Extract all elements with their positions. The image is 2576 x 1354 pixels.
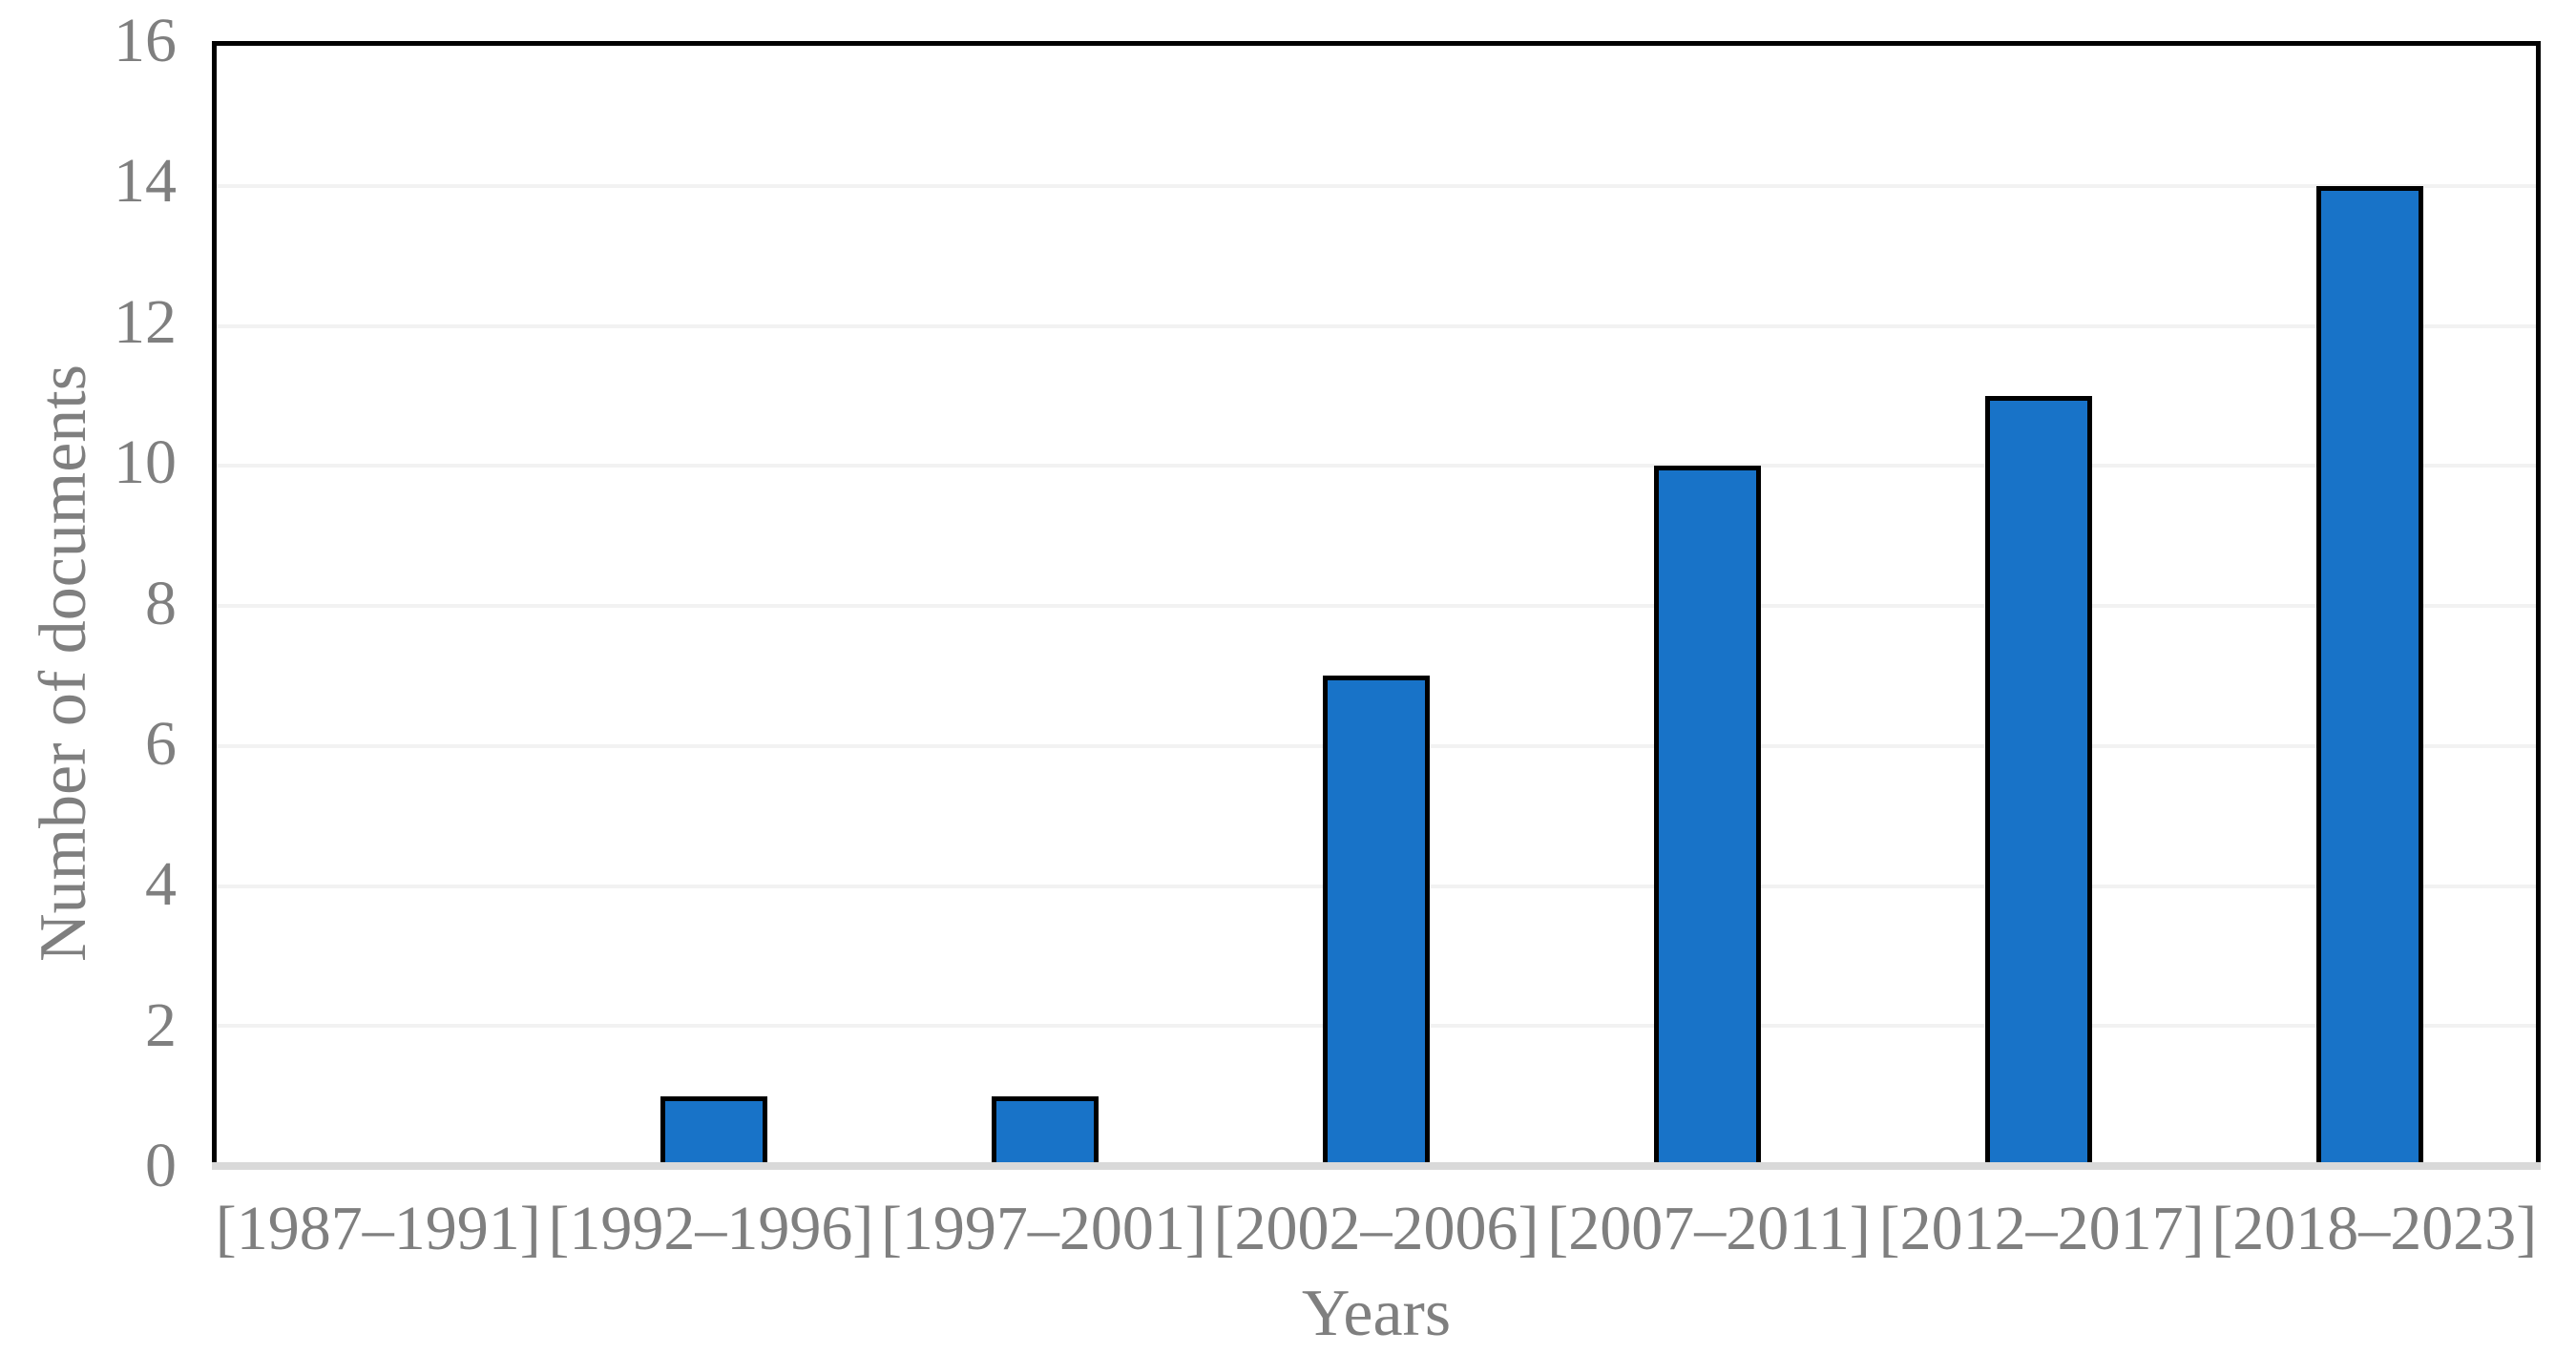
y-tick-label-14: 14 bbox=[114, 146, 177, 217]
gridline-8 bbox=[217, 604, 2536, 608]
x-tick-label-2018-2023: [2018–2023] bbox=[2211, 1194, 2538, 1263]
bar-1997-2001 bbox=[991, 1095, 1099, 1166]
gridline-14 bbox=[217, 183, 2536, 188]
y-tick-label-10: 10 bbox=[114, 427, 177, 498]
x-tick-label-2002-2006: [2002–2006] bbox=[1213, 1194, 1539, 1263]
y-tick-label-2: 2 bbox=[145, 989, 177, 1060]
x-axis-title: Years bbox=[1301, 1277, 1452, 1350]
x-tick-labels: [1987–1991] [1992–1996] [1997–2001] [2002–2… bbox=[212, 1194, 2541, 1281]
gridline-10 bbox=[217, 464, 2536, 469]
y-tick-label-6: 6 bbox=[145, 708, 177, 779]
bar-2002-2006 bbox=[1323, 676, 1430, 1166]
x-tick-label-1997-2001: [1997–2001] bbox=[880, 1194, 1206, 1263]
y-tick-label-8: 8 bbox=[145, 568, 177, 638]
x-tick-label-2007-2011: [2007–2011] bbox=[1547, 1194, 1871, 1263]
y-tick-labels: 0 2 4 6 8 10 12 14 16 bbox=[0, 10, 177, 1198]
gridline-12 bbox=[217, 323, 2536, 328]
bar-2012-2017 bbox=[1985, 395, 2093, 1166]
x-tick-label-1987-1991: [1987–1991] bbox=[215, 1194, 541, 1263]
y-tick-label-0: 0 bbox=[145, 1131, 177, 1200]
x-tick-label-2012-2017: [2012–2017] bbox=[1878, 1194, 2205, 1263]
y-tick-label-16: 16 bbox=[114, 6, 177, 75]
bar-1992-1996 bbox=[660, 1095, 767, 1166]
y-tick-label-12: 12 bbox=[114, 286, 177, 357]
bar-2007-2011 bbox=[1654, 466, 1762, 1166]
x-axis-line bbox=[212, 1162, 2541, 1170]
y-tick-label-4: 4 bbox=[145, 849, 177, 920]
x-tick-label-1992-1996: [1992–1996] bbox=[548, 1194, 874, 1263]
plot-area bbox=[212, 41, 2541, 1170]
bar-2018-2023 bbox=[2316, 185, 2424, 1166]
